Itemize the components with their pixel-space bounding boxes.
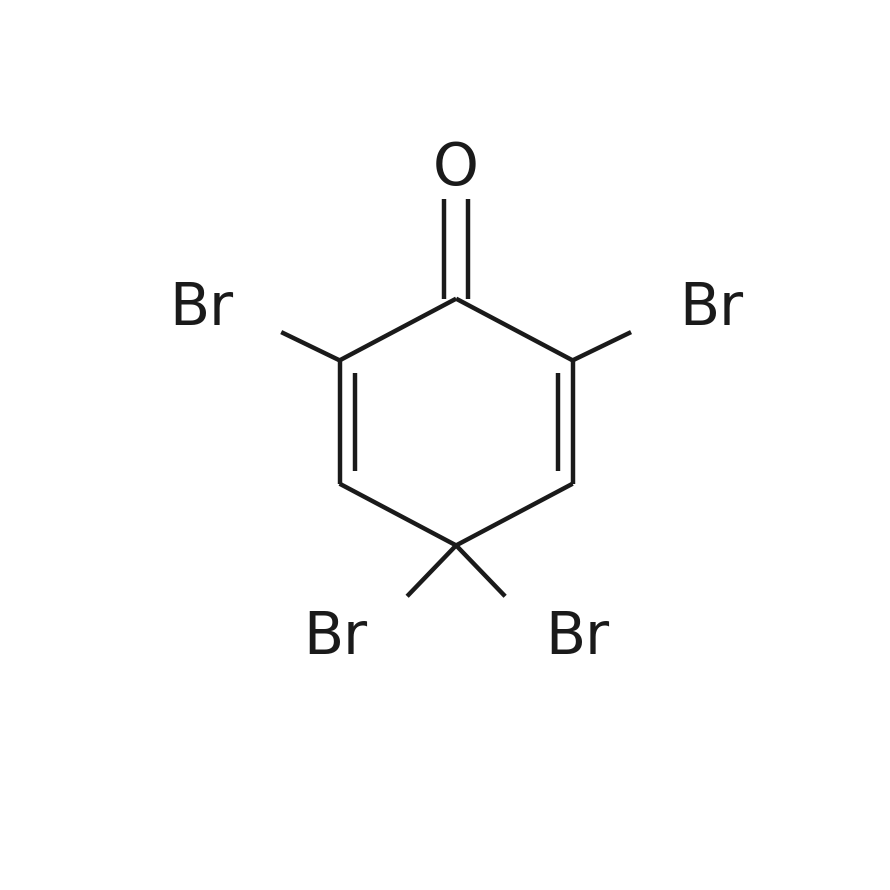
Text: O: O (433, 140, 479, 197)
Text: Br: Br (303, 610, 367, 667)
Text: Br: Br (546, 610, 610, 667)
Text: Br: Br (169, 280, 233, 337)
Text: Br: Br (679, 280, 743, 337)
